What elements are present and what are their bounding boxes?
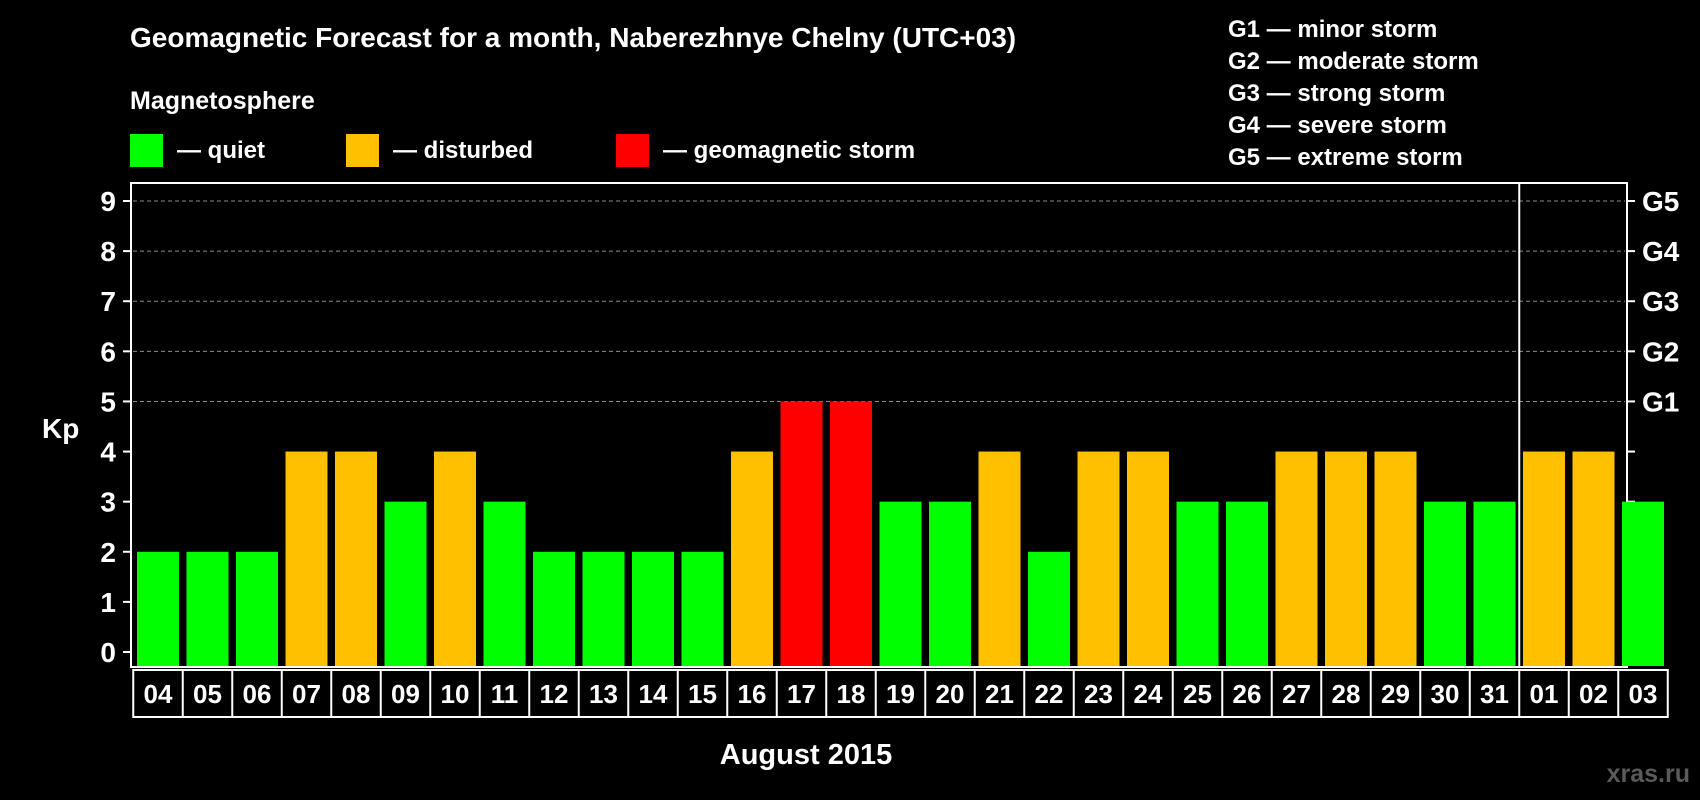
y-tick-label-4: 4 <box>100 437 116 468</box>
bar-day-09 <box>384 501 427 666</box>
bar-day-05 <box>186 551 229 666</box>
x-tick-label-24: 24 <box>1134 679 1163 709</box>
bar-day-10 <box>434 451 476 666</box>
x-tick-label-02: 02 <box>1579 679 1608 709</box>
y-tick-label-5: 5 <box>100 386 116 417</box>
bar-day-03 <box>1622 501 1664 666</box>
x-tick-label-01: 01 <box>1530 679 1559 709</box>
x-tick-label-09: 09 <box>391 679 420 709</box>
x-tick-label-19: 19 <box>886 679 915 709</box>
x-tick-label-10: 10 <box>441 679 470 709</box>
bar-day-02 <box>1572 451 1615 666</box>
legend-swatch-quiet <box>130 134 163 167</box>
x-tick-label-28: 28 <box>1332 679 1361 709</box>
x-tick-label-20: 20 <box>936 679 965 709</box>
x-tick-label-03: 03 <box>1629 679 1658 709</box>
storm-scale-g3: G3 — strong storm <box>1228 80 1445 107</box>
x-tick-label-23: 23 <box>1084 679 1113 709</box>
chart-title: Geomagnetic Forecast for a month, Nabere… <box>130 22 1016 53</box>
bar-day-01 <box>1523 451 1565 666</box>
bar-day-11 <box>483 501 526 666</box>
bar-day-21 <box>978 451 1021 666</box>
bar-day-30 <box>1424 501 1466 666</box>
plot-frame <box>130 182 1628 668</box>
y-tick-label-8: 8 <box>100 236 116 267</box>
bar-day-20 <box>929 501 971 666</box>
bar-day-26 <box>1226 501 1268 666</box>
bar-day-15 <box>681 551 724 666</box>
x-tick-label-05: 05 <box>193 679 222 709</box>
y-tick-label-3: 3 <box>100 487 116 518</box>
x-tick-label-06: 06 <box>243 679 272 709</box>
storm-scale-g4: G4 — severe storm <box>1228 112 1447 139</box>
x-axis-box <box>132 669 1669 718</box>
bar-day-25 <box>1176 501 1219 666</box>
legend-label-storm: — geomagnetic storm <box>663 137 915 164</box>
g-level-label-g1: G1 <box>1642 386 1679 417</box>
legend-swatch-storm <box>616 134 649 167</box>
bar-day-07 <box>285 451 328 666</box>
legend-swatch-disturbed <box>346 134 379 167</box>
legend-label-quiet: — quiet <box>177 137 265 164</box>
bar-day-04 <box>137 551 179 666</box>
x-tick-label-30: 30 <box>1431 679 1460 709</box>
x-tick-label-31: 31 <box>1480 679 1509 709</box>
storm-scale-g2: G2 — moderate storm <box>1228 48 1479 75</box>
y-tick-label-0: 0 <box>100 637 116 668</box>
bar-day-29 <box>1374 451 1417 666</box>
bar-day-18 <box>830 401 872 666</box>
y-tick-label-9: 9 <box>100 186 116 217</box>
bar-day-14 <box>632 551 674 666</box>
bar-day-12 <box>533 551 575 666</box>
x-tick-label-12: 12 <box>540 679 569 709</box>
x-tick-label-21: 21 <box>985 679 1014 709</box>
x-tick-label-08: 08 <box>342 679 371 709</box>
x-tick-label-29: 29 <box>1381 679 1410 709</box>
legend-label-disturbed: — disturbed <box>393 137 533 164</box>
g-level-label-g3: G3 <box>1642 286 1679 317</box>
bar-day-31 <box>1473 501 1516 666</box>
bar-day-19 <box>879 501 922 666</box>
storm-scale-g1: G1 — minor storm <box>1228 16 1437 43</box>
y-tick-label-7: 7 <box>100 286 116 317</box>
x-tick-label-15: 15 <box>688 679 717 709</box>
y-tick-label-1: 1 <box>100 587 116 618</box>
g-level-label-g5: G5 <box>1642 186 1679 217</box>
x-tick-label-25: 25 <box>1183 679 1212 709</box>
bar-day-23 <box>1077 451 1120 666</box>
x-axis-label: August 2015 <box>720 739 892 771</box>
watermark: xras.ru <box>1607 760 1690 788</box>
x-tick-label-13: 13 <box>589 679 618 709</box>
g-level-label-g4: G4 <box>1642 236 1680 267</box>
x-tick-label-11: 11 <box>491 679 519 709</box>
x-tick-label-07: 07 <box>292 679 321 709</box>
bar-day-28 <box>1325 451 1367 666</box>
x-tick-label-18: 18 <box>837 679 866 709</box>
bar-day-06 <box>236 551 278 666</box>
x-tick-label-17: 17 <box>787 679 816 709</box>
bar-day-24 <box>1127 451 1169 666</box>
x-tick-label-22: 22 <box>1035 679 1064 709</box>
bar-day-08 <box>335 451 377 666</box>
x-tick-label-14: 14 <box>639 679 668 709</box>
bar-day-27 <box>1275 451 1318 666</box>
x-tick-label-16: 16 <box>738 679 767 709</box>
g-level-label-g2: G2 <box>1642 336 1679 367</box>
bar-day-16 <box>731 451 773 666</box>
bar-day-13 <box>582 551 625 666</box>
x-tick-label-26: 26 <box>1233 679 1262 709</box>
y-tick-label-2: 2 <box>100 537 116 568</box>
y-axis-label: Kp <box>42 413 79 444</box>
legend-heading: Magnetosphere <box>130 87 315 115</box>
x-tick-label-04: 04 <box>144 679 173 709</box>
y-tick-label-6: 6 <box>100 336 116 367</box>
bar-day-22 <box>1028 551 1070 666</box>
x-tick-label-27: 27 <box>1282 679 1311 709</box>
storm-scale-g5: G5 — extreme storm <box>1228 144 1463 171</box>
bar-day-17 <box>780 401 823 666</box>
